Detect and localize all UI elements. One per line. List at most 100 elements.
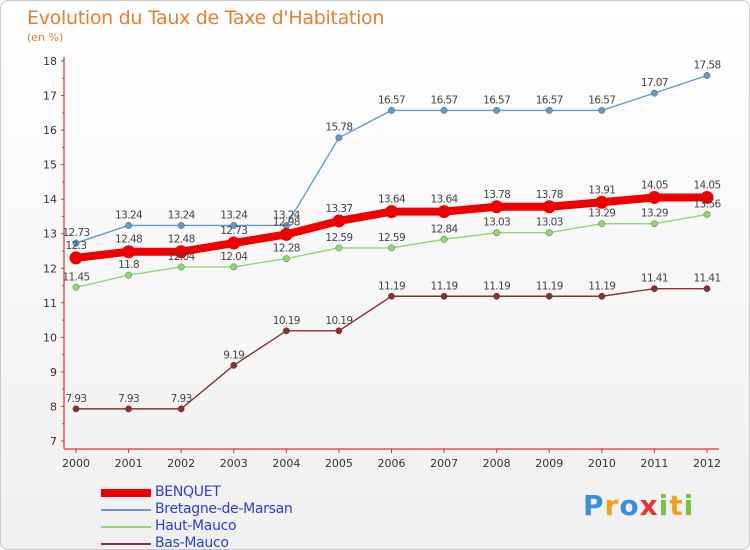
- data-point: [703, 210, 711, 218]
- data-point: [174, 245, 188, 259]
- data-point: [177, 405, 185, 413]
- data-point: [282, 255, 290, 263]
- y-tick-label: 8: [50, 400, 57, 413]
- proxiti-logo: Proxiti: [583, 489, 694, 522]
- data-label: 16.57: [431, 94, 458, 106]
- data-label: 13.24: [168, 209, 196, 221]
- data-label: 11.19: [431, 280, 458, 292]
- data-label: 12.3: [66, 240, 87, 252]
- data-point: [493, 292, 501, 300]
- data-point: [598, 220, 606, 228]
- legend-label: BENQUET: [155, 484, 221, 500]
- legend-swatch: [101, 525, 151, 528]
- data-label: 13.91: [588, 184, 615, 196]
- data-label: 14.05: [641, 179, 668, 191]
- data-point: [598, 292, 606, 300]
- x-tick-label: 2006: [378, 457, 406, 470]
- data-label: 9.19: [223, 349, 244, 361]
- y-tick-label: 18: [43, 55, 57, 68]
- data-point: [230, 263, 238, 271]
- chart-subtitle: (en %): [27, 31, 64, 44]
- data-label: 12.04: [220, 251, 248, 263]
- line-chart: 7 8 9 10 11 12 13 14 15 16 17 18 2000 2001 2002 2003 200…: [43, 55, 722, 470]
- data-point: [227, 236, 241, 250]
- data-label: 12.04: [168, 251, 196, 263]
- data-point: [125, 271, 132, 279]
- data-label: 11.41: [693, 273, 720, 285]
- data-label: 11.45: [62, 271, 89, 283]
- legend-swatch: [101, 542, 151, 545]
- data-point: [72, 283, 80, 291]
- data-label: 15.78: [325, 122, 352, 134]
- data-point: [230, 361, 238, 369]
- y-tick-label: 10: [43, 331, 57, 344]
- data-label: 12.73: [62, 227, 89, 239]
- data-point: [388, 244, 395, 252]
- data-label: 12.28: [273, 243, 300, 255]
- data-point: [598, 107, 606, 114]
- data-label: 12.84: [431, 223, 459, 235]
- data-point: [230, 222, 238, 229]
- logo-letter: i: [683, 489, 695, 522]
- data-label: 12.48: [168, 234, 195, 246]
- data-label: 7.93: [66, 393, 87, 405]
- x-tick-label: 2000: [62, 457, 90, 470]
- data-label: 13.64: [431, 194, 459, 206]
- data-point: [279, 227, 293, 241]
- data-point: [122, 245, 136, 259]
- data-point: [177, 222, 185, 229]
- data-label: 13.78: [536, 189, 563, 201]
- x-tick-label: 2008: [483, 457, 511, 470]
- data-point: [125, 405, 132, 413]
- chart-title: Evolution du Taux de Taxe d'Habitation: [27, 7, 385, 29]
- data-label: 13.29: [641, 208, 668, 220]
- logo-letter: x: [639, 489, 659, 522]
- data-point: [72, 239, 80, 247]
- data-point: [703, 285, 711, 293]
- data-point: [700, 190, 714, 204]
- data-point: [651, 89, 658, 97]
- x-tick-label: 2010: [588, 457, 616, 470]
- data-label: 12.48: [115, 234, 142, 246]
- x-tick-label: 2001: [115, 457, 143, 470]
- data-point: [335, 244, 343, 252]
- x-tick-label: 2011: [640, 457, 668, 470]
- legend-label: Haut-Mauco: [155, 518, 237, 534]
- x-tick-label: 2007: [430, 457, 458, 470]
- data-label: 12.73: [220, 225, 247, 237]
- data-label: 13.03: [536, 217, 563, 229]
- data-label: 12.59: [325, 232, 352, 244]
- data-label: 17.58: [693, 60, 720, 72]
- legend-label: Bretagne-de-Marsan: [155, 501, 293, 517]
- y-tick-label: 11: [43, 297, 57, 310]
- data-label: 11.41: [641, 273, 668, 285]
- data-point: [440, 107, 448, 114]
- data-point: [69, 251, 83, 265]
- data-point: [651, 220, 658, 228]
- x-tick-label: 2005: [325, 457, 353, 470]
- data-point: [335, 134, 343, 142]
- data-label: 7.93: [171, 393, 192, 405]
- logo-letter: i: [658, 489, 670, 522]
- data-label: 13.29: [588, 208, 615, 220]
- x-tick-label: 2012: [693, 457, 721, 470]
- data-label: 11.19: [378, 280, 405, 292]
- logo-letter: P: [583, 489, 605, 522]
- data-label: 12.59: [378, 232, 405, 244]
- legend-swatch: [101, 488, 151, 497]
- data-label: 13.24: [220, 209, 248, 221]
- data-label: 7.93: [118, 393, 139, 405]
- data-point: [490, 200, 504, 214]
- data-point: [332, 214, 346, 228]
- data-point: [703, 72, 711, 79]
- legend-label: Bas-Mauco: [155, 535, 229, 550]
- x-tick-label: 2009: [535, 457, 563, 470]
- data-point: [651, 285, 658, 293]
- y-tick-label: 9: [50, 366, 57, 379]
- data-label: 16.57: [378, 94, 405, 106]
- legend-swatch: [101, 508, 151, 511]
- data-point: [545, 229, 553, 237]
- x-tick-label: 2002: [167, 457, 195, 470]
- data-point: [335, 327, 343, 335]
- data-point: [282, 327, 290, 335]
